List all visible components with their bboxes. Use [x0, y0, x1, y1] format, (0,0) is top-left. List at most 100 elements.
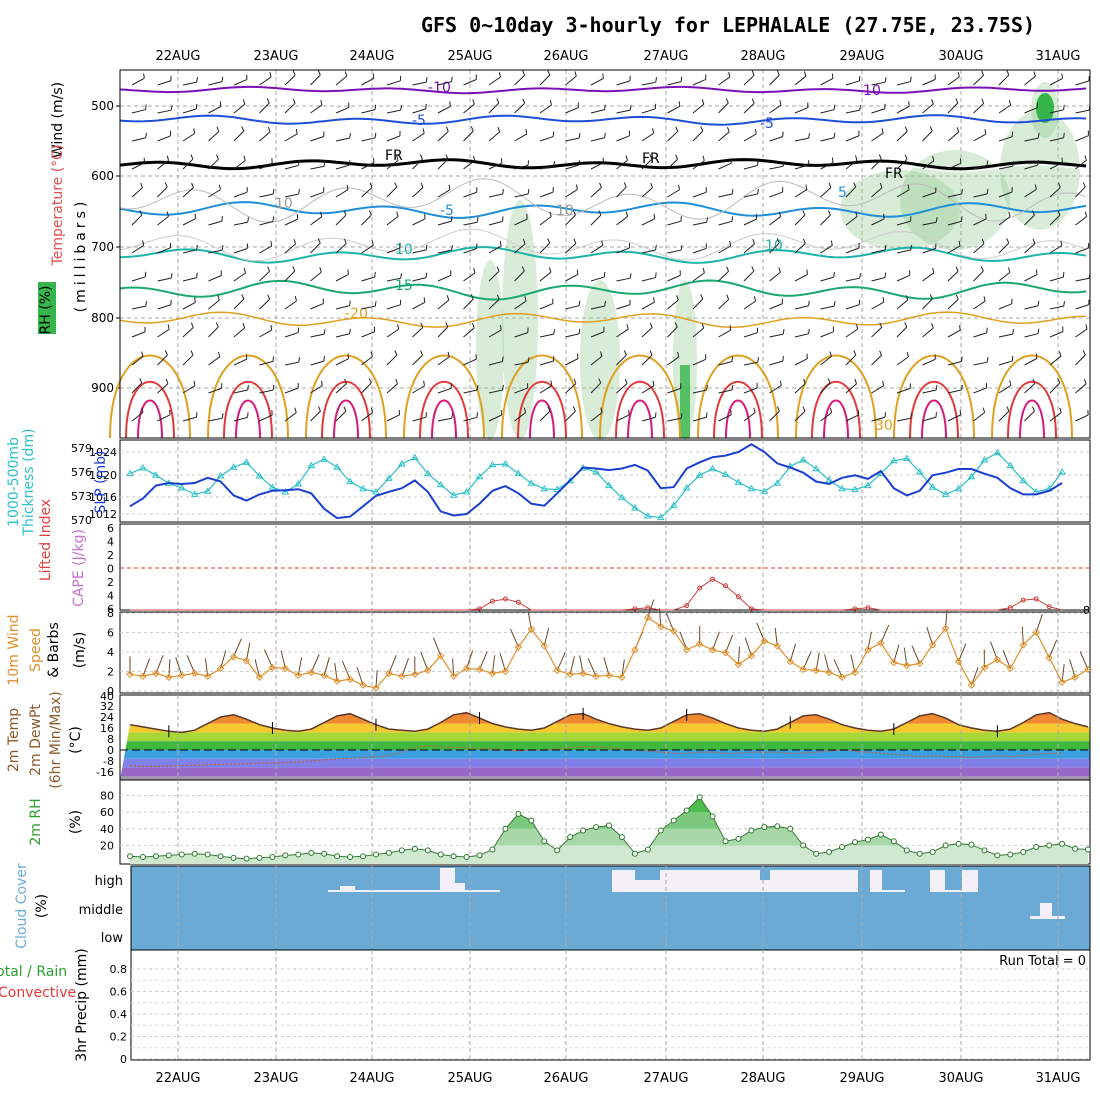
wind-barb — [641, 327, 653, 338]
wind-barb-flag — [190, 322, 194, 328]
wind-barb — [947, 361, 962, 366]
rh2m-point — [476, 852, 483, 859]
wind-barb — [718, 414, 732, 422]
upper-ylabel-temp: Temperature (°C) — [50, 145, 66, 267]
cape-point — [645, 605, 651, 611]
wind-barb — [514, 74, 525, 86]
wind-barb — [769, 104, 782, 114]
wind-barb-flag — [422, 128, 425, 134]
wind-barb — [157, 160, 169, 170]
wind-barb-flag — [218, 184, 221, 190]
wind-barb — [488, 102, 500, 114]
wind-barb-flag — [219, 101, 222, 107]
wind-barb-flag — [292, 266, 296, 272]
temp-contour — [119, 279, 1087, 301]
wind10-tick: 6 — [107, 627, 114, 640]
contour-label: FR — [642, 151, 660, 167]
wind-barb — [922, 358, 936, 366]
wind-barb — [259, 193, 274, 198]
wind-barb — [692, 416, 707, 422]
wind-barb — [412, 327, 424, 338]
wind-barb-flag — [346, 184, 349, 190]
wind-barb-flag — [323, 161, 326, 167]
temp2m-tick: 0 — [107, 744, 114, 757]
wind10-point — [424, 666, 432, 675]
wind-barb — [284, 387, 299, 394]
rh2m-point — [411, 845, 418, 852]
wind-barb-flag — [853, 350, 857, 356]
slp-line — [129, 443, 1063, 520]
wind-barb-flag — [470, 294, 474, 300]
cape-point — [735, 594, 741, 600]
wind-barb — [412, 81, 427, 86]
wind-barb — [998, 303, 1013, 310]
wind10-barb — [824, 654, 830, 673]
wind-barb — [208, 417, 223, 422]
wind10-point — [928, 641, 937, 649]
wind-barb-flag — [906, 351, 909, 357]
wind-barb-flag — [472, 99, 475, 105]
wind-barb-flag — [655, 272, 657, 278]
wind-barb-flag — [370, 351, 373, 357]
contour-label: FR — [885, 166, 903, 182]
wind-barb-flag — [374, 132, 377, 138]
wind-barb — [539, 165, 554, 170]
wind-barb — [539, 104, 552, 114]
wind-barb-flag — [751, 98, 755, 104]
wind-barb-flag — [221, 245, 224, 251]
wind-barb — [565, 383, 577, 394]
wind-barb — [896, 189, 910, 198]
wind-barb — [845, 277, 860, 282]
wind-barb — [233, 103, 246, 114]
thickness-point — [397, 460, 406, 467]
wind-barb-flag — [955, 266, 959, 272]
wind-barb-flag — [882, 380, 885, 386]
cape-point — [1020, 597, 1026, 603]
wind-barb — [641, 158, 653, 170]
contour-label: -5 — [412, 113, 426, 129]
wind-barb — [361, 331, 375, 338]
wind-barb — [590, 244, 604, 254]
wind-barb-flag — [882, 297, 885, 303]
cape-tick: 8 — [1083, 604, 1090, 617]
thickness-point — [203, 487, 212, 494]
wind10-point — [294, 671, 303, 680]
wind-barb-flag — [649, 322, 653, 328]
wind10-barb — [499, 653, 506, 672]
w10-ylabel-d: (m/s) — [72, 632, 88, 669]
slp-tick: 1012 — [89, 508, 117, 521]
t2m-ylabel-b: 2m DewPt — [28, 704, 44, 776]
wind-barb — [641, 277, 656, 282]
wind-barb-flag — [776, 238, 780, 244]
date-label-top: 23AUG — [253, 49, 298, 64]
contour-label: 5 — [838, 185, 847, 201]
thickness-point — [346, 477, 354, 485]
wind-barb — [284, 164, 299, 170]
wind-barb-flag — [600, 351, 603, 357]
date-label-bottom: 31AUG — [1035, 1071, 1080, 1086]
rh2m-point — [994, 852, 1001, 859]
wind-barb-flag — [574, 71, 577, 77]
wind-barb — [488, 360, 503, 366]
rh2m-tick: 80 — [100, 790, 114, 803]
wind10-point — [152, 669, 160, 678]
wind-barb-flag — [165, 378, 169, 384]
wind-barb-flag — [145, 132, 147, 138]
wind10-barb — [543, 627, 550, 647]
wind-barb-flag — [675, 126, 679, 132]
wind-barb — [284, 361, 299, 366]
wind-barb — [539, 216, 552, 226]
wind-barb-flag — [247, 384, 249, 391]
wind-barb-flag — [752, 238, 756, 244]
wind-barb-flag — [960, 216, 963, 222]
wind10-point — [436, 652, 445, 660]
wind-barb — [616, 159, 628, 170]
chart-title: GFS 0~10day 3-hourly for LEPHALALE (27.7… — [421, 13, 1035, 37]
wind10-point — [877, 639, 885, 647]
wind-barb — [667, 274, 681, 282]
wind-barb — [973, 133, 986, 142]
rh-blob — [680, 365, 690, 438]
wind-barb-flag — [419, 154, 423, 160]
wind-barb — [565, 214, 576, 226]
wind-barb-flag — [1006, 70, 1010, 76]
